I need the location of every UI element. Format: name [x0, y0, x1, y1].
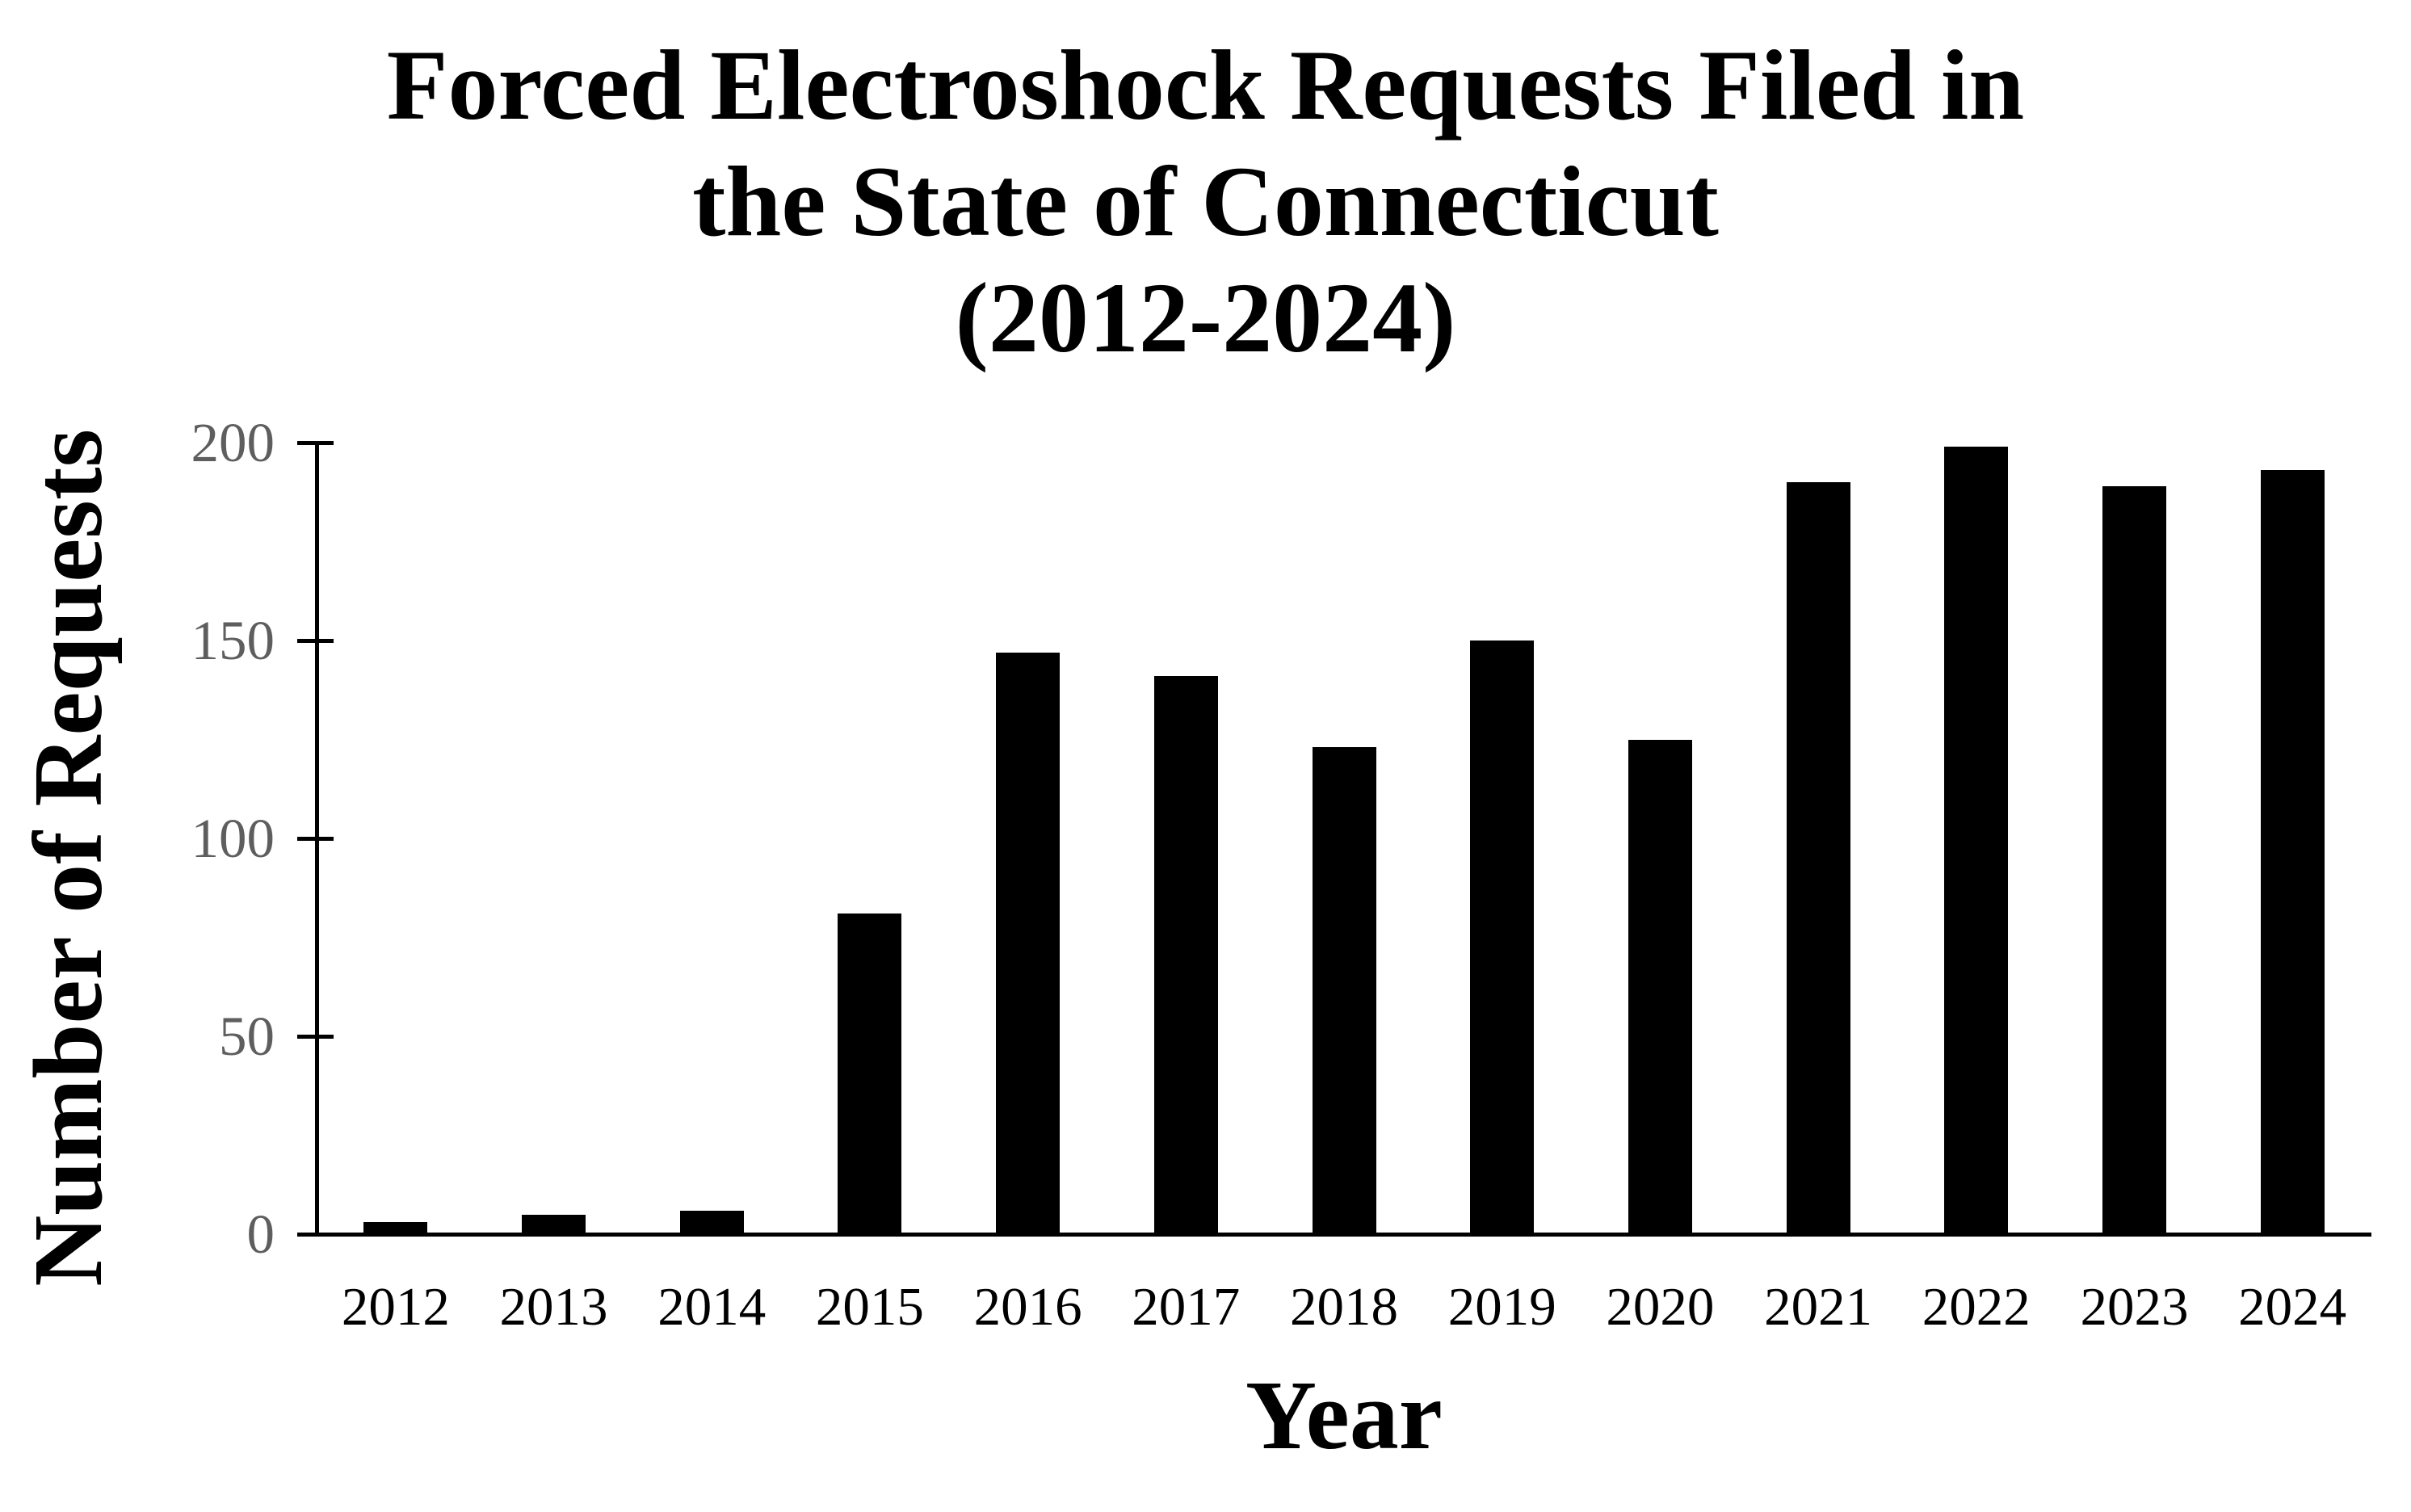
chart-title-line-3: (2012-2024) — [955, 262, 1456, 373]
bar-2013 — [522, 1214, 586, 1234]
x-tick-label-2020: 2020 — [1606, 1277, 1715, 1337]
bar-2024 — [2260, 470, 2325, 1234]
bar-2016 — [996, 652, 1061, 1234]
x-tick-label-2012: 2012 — [341, 1277, 450, 1337]
x-tick-label-2021: 2021 — [1764, 1277, 1873, 1337]
x-tick-label-2019: 2019 — [1447, 1277, 1556, 1337]
x-tick-label-2023: 2023 — [2080, 1277, 2189, 1337]
y-tick-50 — [297, 1034, 334, 1039]
bar-2017 — [1153, 676, 1218, 1234]
x-tick-label-2015: 2015 — [815, 1277, 924, 1337]
y-tick-100 — [297, 836, 334, 841]
bar-2015 — [838, 914, 902, 1234]
y-tick-label-200: 200 — [191, 412, 275, 473]
x-tick-label-2018: 2018 — [1289, 1277, 1398, 1337]
y-axis-title: Number of Requests — [14, 429, 123, 1287]
bar-2012 — [363, 1222, 428, 1234]
bar-2018 — [1312, 747, 1376, 1234]
y-tick-label-0: 0 — [246, 1203, 275, 1265]
x-tick-label-2016: 2016 — [973, 1277, 1082, 1337]
x-tick-label-2024: 2024 — [2238, 1277, 2347, 1337]
x-tick-label-2022: 2022 — [1922, 1277, 2031, 1337]
chart-title-line-1: Forced Electroshock Requests Filed in — [386, 30, 2025, 141]
bar-2023 — [2102, 485, 2166, 1234]
y-tick-label-50: 50 — [219, 1006, 275, 1067]
x-tick-label-2014: 2014 — [657, 1277, 767, 1337]
y-tick-label-100: 100 — [191, 808, 275, 869]
bar-2021 — [1786, 482, 1850, 1234]
bar-2020 — [1628, 739, 1692, 1234]
x-axis-title: Year — [1245, 1361, 1443, 1470]
y-tick-label-150: 150 — [191, 610, 275, 671]
x-tick-label-2017: 2017 — [1132, 1277, 1241, 1337]
y-tick-200 — [297, 440, 334, 445]
bar-2014 — [679, 1210, 744, 1234]
bar-2019 — [1470, 640, 1535, 1234]
x-tick-label-2013: 2013 — [499, 1277, 608, 1337]
y-tick-150 — [297, 638, 334, 643]
bar-2022 — [1944, 446, 2009, 1234]
x-axis-line — [297, 1232, 2371, 1237]
chart-title-line-2: the State of Connecticut — [692, 146, 1719, 257]
chart-title: Forced Electroshock Requests Filed in th… — [0, 27, 2411, 376]
